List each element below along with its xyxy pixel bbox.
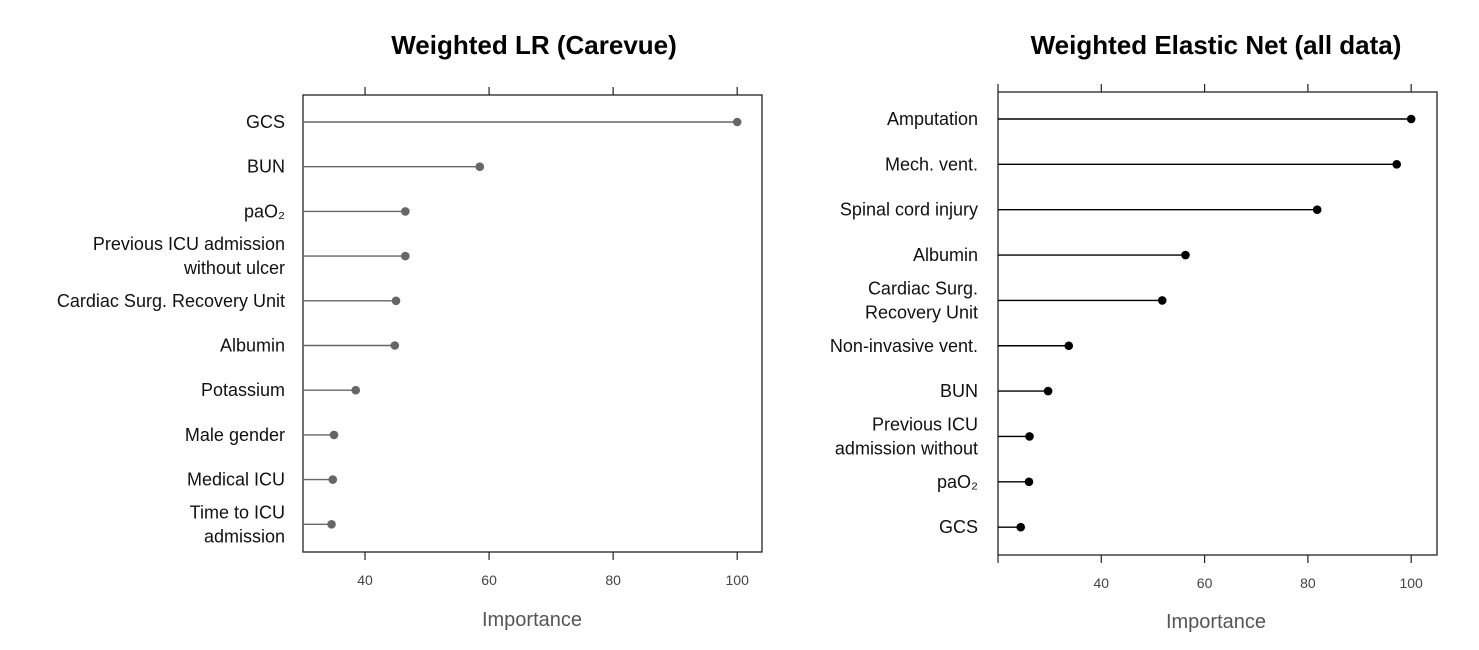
plot-frame	[997, 91, 1438, 556]
category-label: Medical ICU	[187, 470, 285, 490]
category-label: Spinal cord injury	[840, 200, 978, 220]
lollipop-point	[401, 207, 410, 216]
lollipop-point	[1064, 341, 1074, 351]
lollipop-point	[732, 117, 742, 127]
lollipop-point	[327, 520, 336, 529]
x-tick-label: 100	[1399, 575, 1423, 591]
lollipop-point	[1157, 296, 1167, 305]
category-label: Non-invasive vent.	[830, 336, 978, 356]
lollipop-point	[1312, 205, 1322, 214]
chart-panel-weighted-lr: Weighted LR (Carevue) Importance 40 60 80 1…	[57, 30, 763, 631]
lollipop-point	[475, 162, 485, 171]
category-label: Albumin	[220, 336, 285, 356]
x-tick-label: 40	[1094, 575, 1110, 591]
category-label: Mech. vent.	[885, 154, 978, 174]
category-label: paO₂	[244, 201, 285, 221]
category-label: Male gender	[185, 425, 285, 445]
category-label: Cardiac Surg. Recovery Unit	[865, 278, 978, 322]
lollipop-point	[1406, 114, 1416, 124]
x-tick-label: 60	[481, 572, 497, 588]
chart-title: Weighted LR (Carevue)	[391, 30, 677, 60]
lollipop-point	[328, 475, 338, 484]
category-label: paO₂	[937, 472, 978, 492]
lollipop-point	[1392, 160, 1402, 169]
x-axis-label: Importance	[1166, 611, 1266, 633]
category-label: Cardiac Surg. Recovery Unit	[57, 291, 285, 311]
x-tick-label: 60	[1197, 575, 1213, 591]
lollipop-point	[1016, 522, 1026, 532]
lollipop-point	[329, 430, 339, 440]
lollipop-point	[390, 341, 400, 350]
category-label: BUN	[247, 157, 285, 177]
x-tick-label: 40	[357, 572, 373, 588]
lollipop-point	[1025, 432, 1034, 441]
lollipop-point	[1024, 477, 1034, 487]
category-label: Time to ICU admission	[190, 502, 285, 546]
category-label: Albumin	[913, 245, 978, 265]
x-axis-label: Importance	[482, 609, 582, 631]
lollipop-point	[391, 296, 401, 306]
plot-frame	[302, 94, 763, 553]
lollipop-point	[1043, 386, 1053, 396]
category-label: Previous ICU admission without ulcer	[93, 234, 285, 278]
lollipop-point	[1181, 250, 1190, 260]
chart-panel-weighted-elastic-net: Weighted Elastic Net (all data) Importan…	[830, 30, 1438, 633]
category-label: Amputation	[887, 109, 978, 129]
category-label: GCS	[246, 112, 285, 132]
x-tick-label: 100	[726, 572, 750, 588]
chart-title: Weighted Elastic Net (all data)	[1031, 30, 1402, 60]
x-tick-label: 80	[1300, 575, 1316, 591]
category-label: GCS	[939, 517, 978, 537]
x-tick-label: 80	[605, 572, 621, 588]
lollipop-point	[351, 385, 361, 395]
category-label: BUN	[940, 381, 978, 401]
category-label: Potassium	[201, 380, 285, 400]
category-label: Previous ICU admission without	[835, 414, 978, 458]
lollipop-point	[401, 251, 410, 261]
